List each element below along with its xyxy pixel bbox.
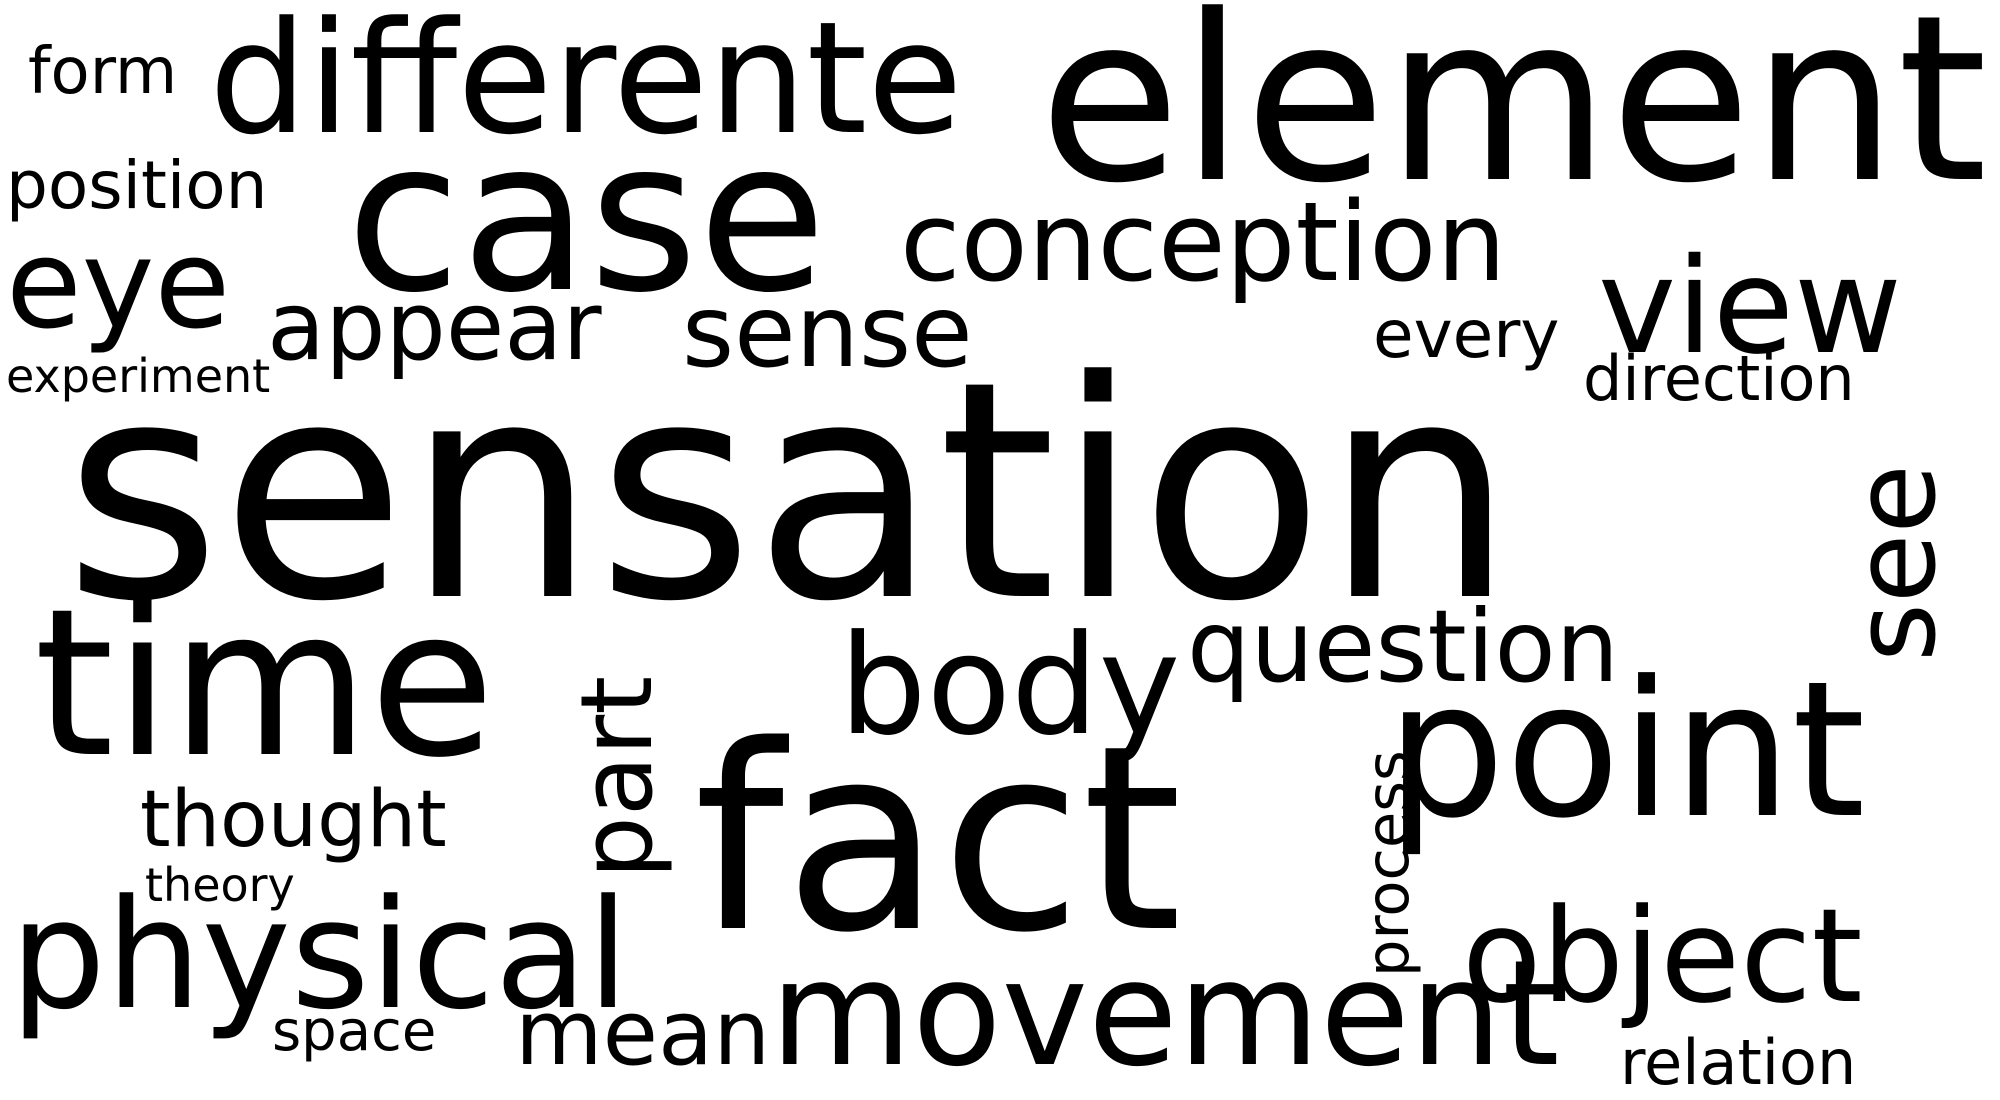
word-sensation: sensation	[64, 317, 1515, 667]
word-sense: sense	[682, 273, 973, 390]
word-part: part	[560, 675, 675, 879]
word-see: see	[1829, 464, 1961, 662]
word-element: element	[1039, 0, 1988, 234]
word-form: form	[28, 35, 178, 109]
word-differente: differente	[209, 0, 963, 169]
word-time: time	[34, 566, 495, 803]
word-theory: theory	[145, 858, 295, 912]
word-process: process	[1353, 750, 1422, 977]
word-thought: thought	[140, 775, 447, 865]
word-view: view	[1598, 230, 1902, 384]
word-point: point	[1386, 641, 1866, 860]
word-movement: movement	[770, 929, 1560, 1099]
word-object: object	[1462, 880, 1863, 1032]
word-physical: physical	[10, 867, 630, 1043]
word-mean: mean	[515, 981, 771, 1086]
word-case: case	[346, 96, 827, 339]
word-every: every	[1373, 296, 1560, 373]
word-relation: relation	[1620, 1026, 1857, 1099]
word-fact: fact	[694, 691, 1183, 989]
word-body: body	[839, 605, 1181, 766]
word-question: question	[1187, 588, 1620, 705]
word-appear: appear	[267, 272, 602, 382]
word-eye: eye	[6, 214, 231, 357]
word-experiment: experiment	[6, 349, 271, 403]
word-direction: direction	[1583, 342, 1855, 415]
word-position: position	[6, 147, 268, 224]
word-conception: conception	[900, 178, 1507, 306]
word-space: space	[272, 999, 437, 1064]
